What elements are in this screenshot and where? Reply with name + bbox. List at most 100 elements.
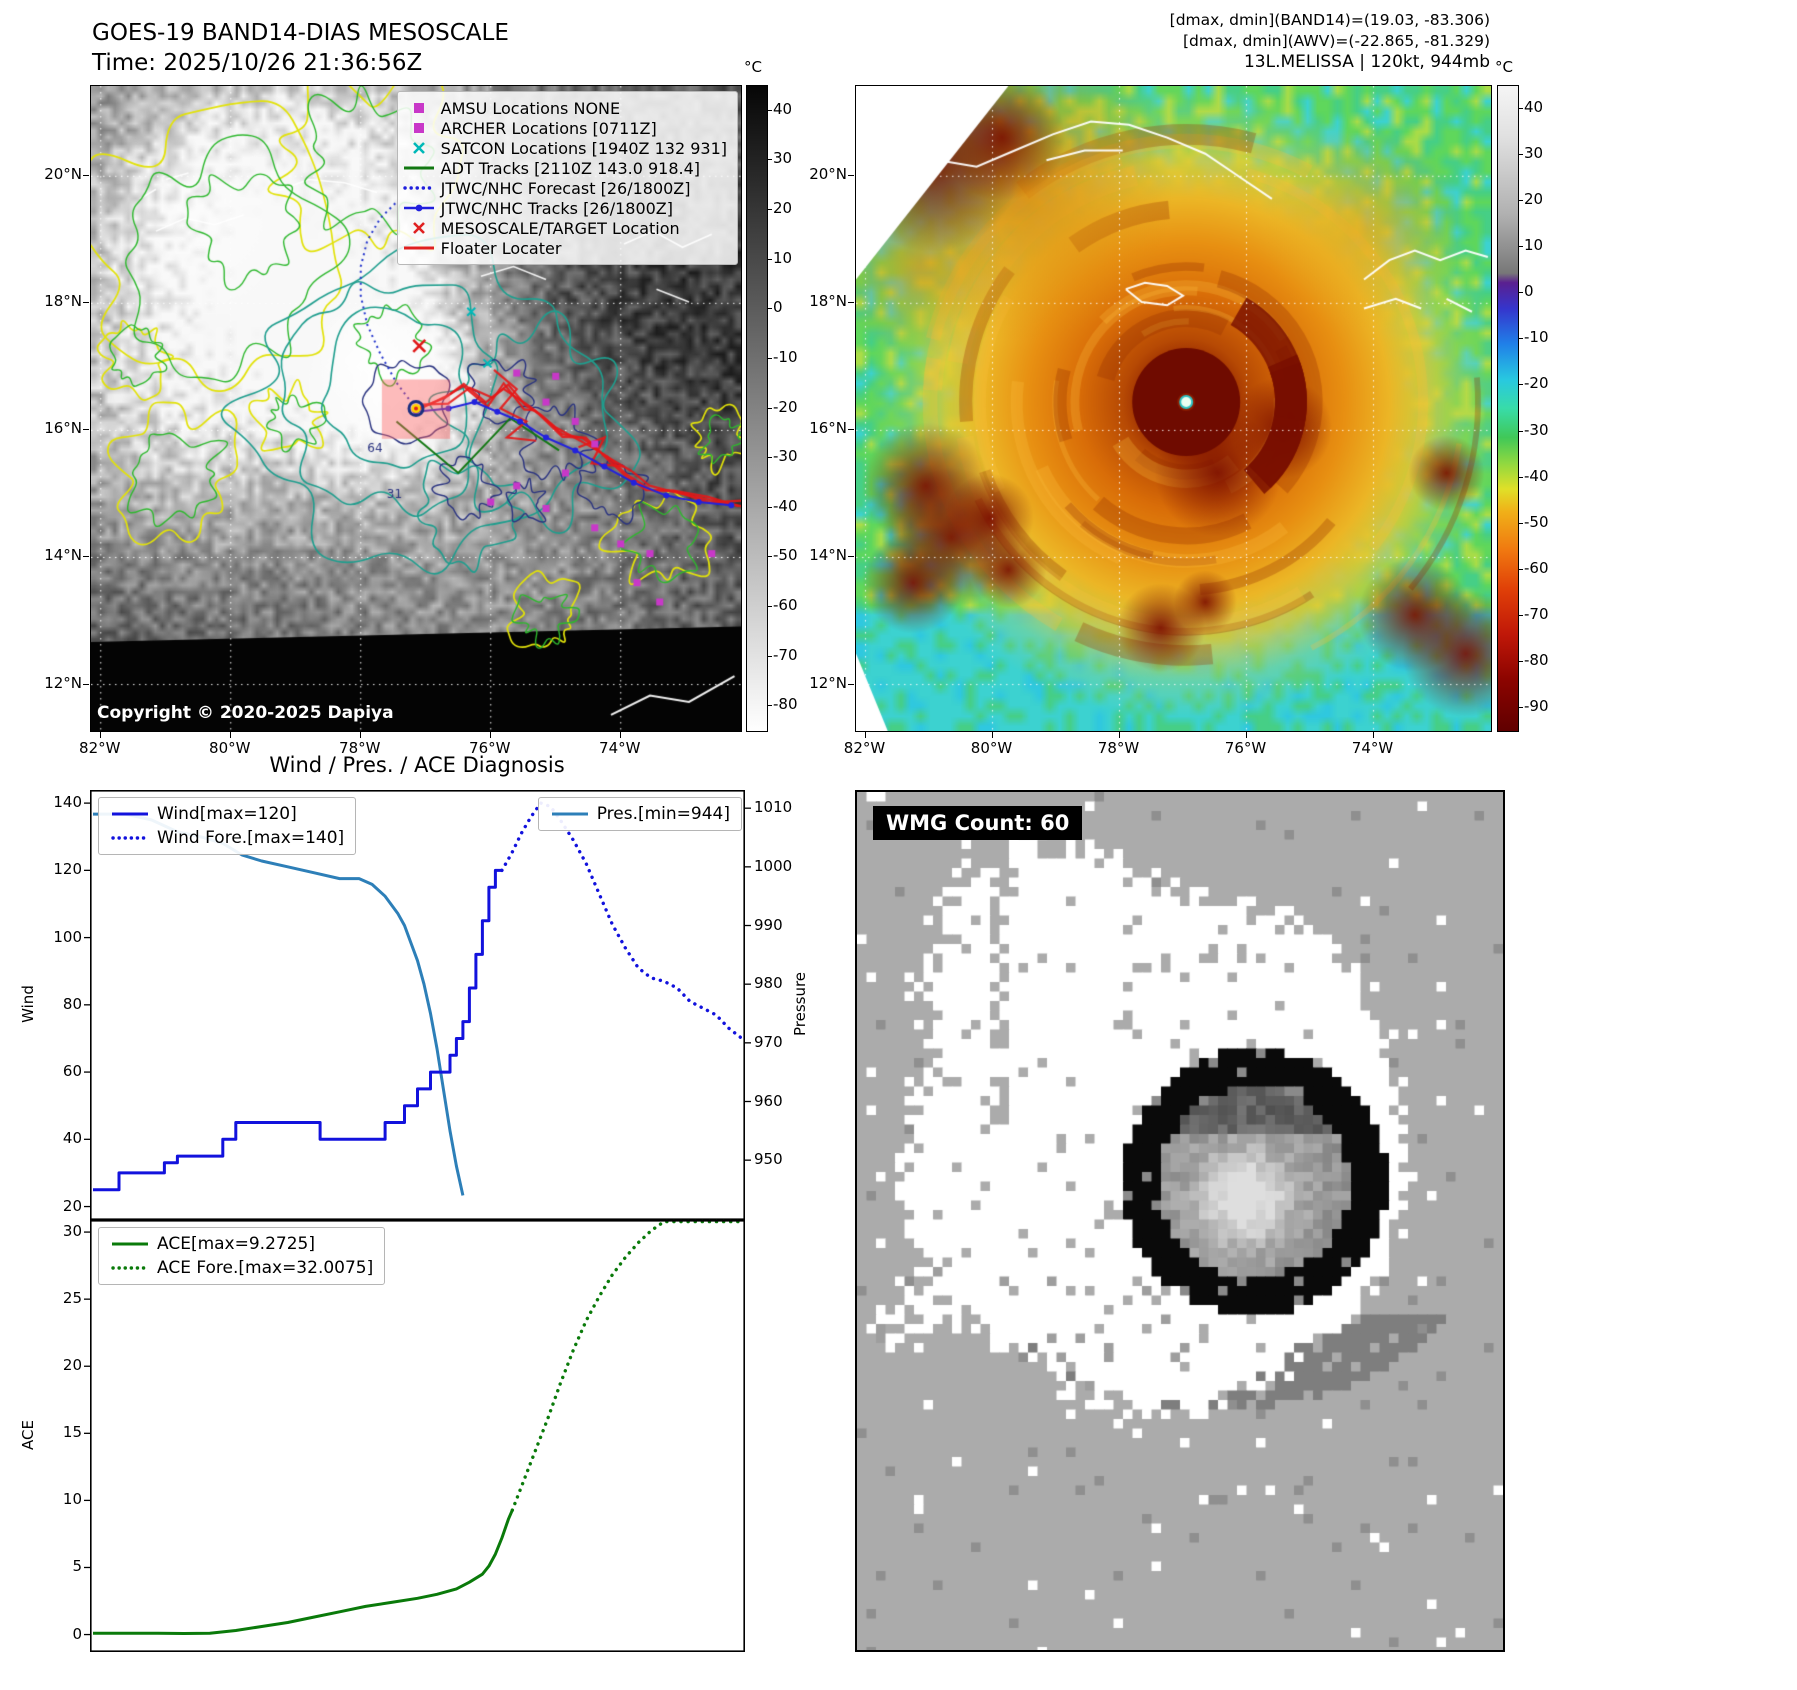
band14-colorbar-tick-label: -30 [773,447,798,466]
band14-lat-label: 16°N [44,419,82,438]
ir-lat-tick [848,302,854,304]
ir-colorbar-tick-mark [1518,476,1523,478]
ir-colorbar-tick-mark [1518,614,1523,616]
band14-lat-tick [83,556,89,558]
ir-lon-tick [864,732,866,738]
band14-lon-label: 74°W [599,739,641,757]
ir-colorbar-tick-label: 30 [1524,144,1544,163]
band14-lon-tick [359,732,361,738]
wind-axis-tick: 80 [62,994,82,1013]
band14-colorbar-tick-label: 30 [773,149,793,168]
legend-label: Wind Fore.[max=140] [157,828,345,848]
band14-lat-label: 20°N [44,165,82,184]
ir-lon-label: 80°W [970,739,1013,757]
band14-colorbar-tick-label: -80 [773,695,798,714]
wind-axis-tick: 120 [53,860,82,879]
band14-colorbar-tick-mark [767,159,772,161]
band14-colorbar-tick-mark [767,258,772,260]
ace-axis-tick: 25 [62,1289,82,1308]
ir-colorbar-tick-label: -10 [1524,328,1549,347]
pressure-axis-tick: 990 [754,915,783,934]
line-dot-marker-icon [402,199,436,217]
ir-colorbar-tick-mark [1518,108,1523,110]
ir-colorbar-tick-mark [1518,384,1523,386]
ir-colorbar-tick-mark [1518,246,1523,248]
ir-colorbar-tick-mark [1518,660,1523,662]
ir-panel-header: [dmax, dmin](BAND14)=(19.03, -83.306) [dm… [890,10,1490,73]
band14-lat-label: 18°N [44,292,82,311]
ir-colorbar-tick-label: -80 [1524,650,1549,669]
legend-label: ACE Fore.[max=32.0075] [157,1258,374,1278]
band14-colorbar-tick-label: -20 [773,397,798,416]
ace-axis-tick: 30 [62,1222,82,1241]
x-marker-icon [402,219,436,237]
band14-legend-item: JTWC/NHC Forecast [26/1800Z] [402,178,727,198]
wind-axis-tick: 100 [53,927,82,946]
band14-lon-label: 78°W [339,739,381,757]
wmg-count-badge: WMG Count: 60 [873,806,1083,840]
band14-map: AMSU Locations NONE ARCHER Locations [071… [90,85,742,732]
ir-colorbar-tick-label: 10 [1524,236,1544,255]
band14-colorbar [746,85,768,732]
wmg-pixel-canvas [857,792,1503,1650]
band14-lat-tick [83,429,89,431]
legend-entry: Wind Fore.[max=140] [110,828,344,848]
pressure-axis-label: Pressure [791,971,809,1037]
ace-axis-label: ACE [19,1420,37,1450]
ir-lat-label: 16°N [809,419,847,438]
pressure-axis-tick: 1000 [754,856,793,875]
legend-label: JTWC/NHC Tracks [26/1800Z] [440,198,674,218]
ace-axis-tick: 15 [62,1423,82,1442]
ace-axis-tick: 5 [72,1557,82,1576]
ir-colorbar-tick-label: -50 [1524,512,1549,531]
band14-colorbar-tick-mark [767,605,772,607]
ir-colorbar-tick-mark [1518,706,1523,708]
wind-pressure-chart [84,790,751,1220]
charts-title: Wind / Pres. / ACE Diagnosis [269,753,565,777]
line-swatch [110,1235,150,1253]
band14-colorbar-tick-mark [767,705,772,707]
band14-colorbar-tick-mark [767,506,772,508]
band14-colorbar-tick-label: 10 [773,248,793,267]
band14-colorbar-tick-label: 20 [773,199,793,218]
legend-label: AMSU Locations NONE [440,98,621,118]
band14-colorbar-tick-label: -50 [773,546,798,565]
copyright-text: Copyright © 2020-2025 Dapiya [97,703,394,723]
band14-lon-label: 76°W [469,739,511,757]
ir-satellite-canvas [856,86,1491,731]
band14-colorbar-tick-label: 0 [773,298,783,317]
band14-legend-item: MESOSCALE/TARGET Location [402,218,727,238]
band14-lat-tick [83,683,89,685]
ir-lon-label: 74°W [1351,739,1394,757]
ir-colorbar-tick-mark [1518,154,1523,156]
band14-colorbar-tick-mark [767,407,772,409]
dotted-marker-icon [402,179,436,197]
band14-colorbar-tick-mark [767,655,772,657]
ir-lat-tick [848,556,854,558]
band14-lon-tick [229,732,231,738]
square-marker-icon [402,99,436,117]
ir-colorbar-tick-label: 40 [1524,98,1544,117]
band14-legend-item: JTWC/NHC Tracks [26/1800Z] [402,198,727,218]
band14-lat-tick [83,302,89,304]
legend-entry: ACE Fore.[max=32.0075] [110,1258,373,1278]
ir-lon-label: 78°W [1097,739,1140,757]
band14-legend-item: Floater Locater [402,238,727,258]
legend-label: MESOSCALE/TARGET Location [440,218,680,238]
ir-colorbar-tick-label: -70 [1524,604,1549,623]
ir-lon-tick [1372,732,1374,738]
band14-panel-time: Time: 2025/10/26 21:36:56Z [92,50,423,76]
ir-header-line-2: [dmax, dmin](AWV)=(-22.865, -81.329) [1183,32,1490,50]
band14-lon-label: 82°W [79,739,121,757]
ir-colorbar-tick-mark [1518,200,1523,202]
pressure-axis-tick: 980 [754,974,783,993]
legend-label: ACE[max=9.2725] [157,1234,315,1254]
legend-label: ADT Tracks [2110Z 143.0 918.4] [440,158,701,178]
band14-colorbar-tick-label: -60 [773,595,798,614]
band14-colorbar-tick-label: -70 [773,645,798,664]
band14-legend-item: ADT Tracks [2110Z 143.0 918.4] [402,158,727,178]
ace-axis-tick: 10 [62,1490,82,1509]
legend-entry: Pres.[min=944] [550,804,730,824]
band14-colorbar-tick-label: -10 [773,347,798,366]
